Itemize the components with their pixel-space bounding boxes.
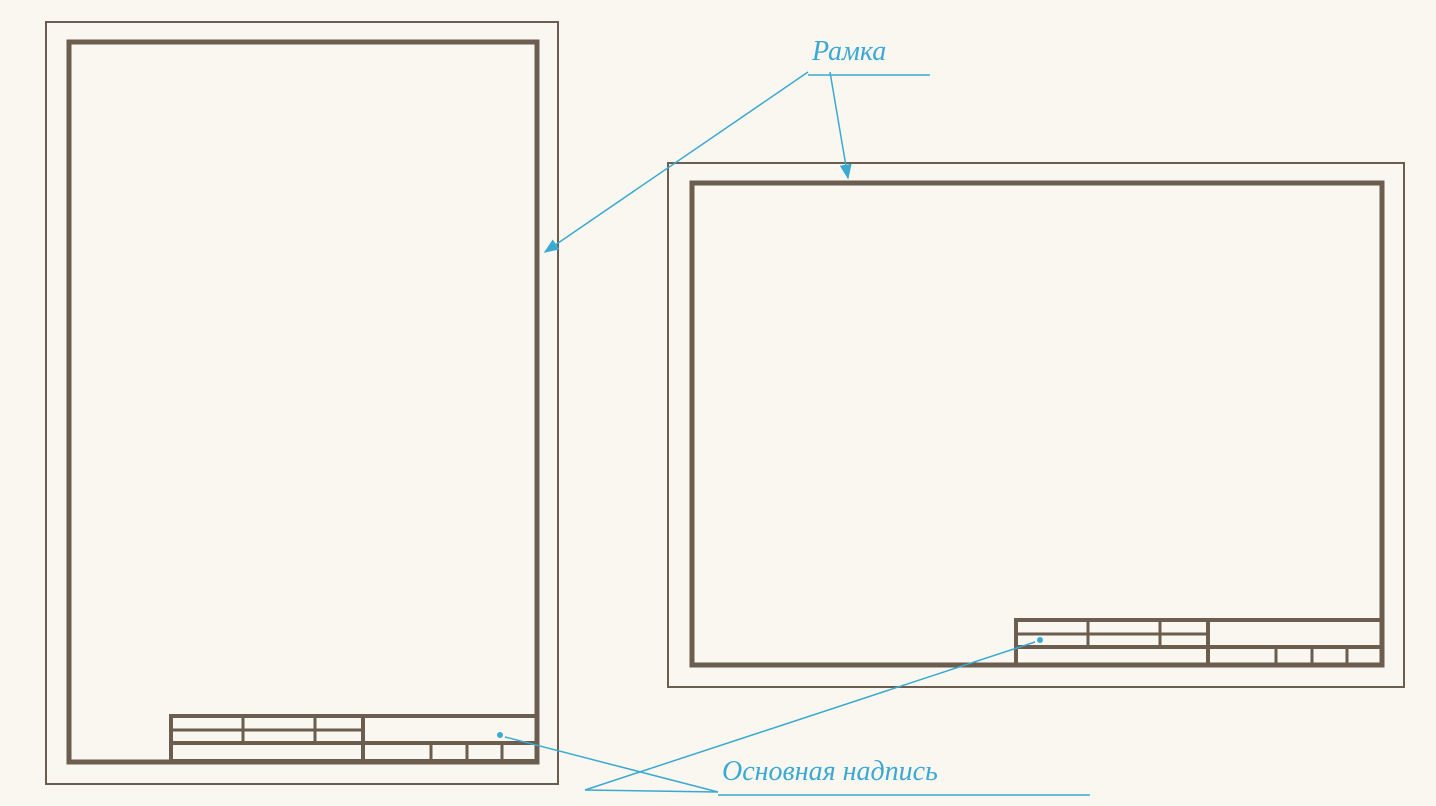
arrow-title-to-landscape (585, 790, 718, 792)
portrait-page (46, 22, 558, 784)
portrait-title-block (171, 716, 537, 761)
landscape-inner-frame (692, 183, 1382, 665)
frame-label: Рамка (811, 36, 886, 67)
portrait-outer-border (46, 22, 558, 784)
diagram-canvas: Рамка Основная надпись (0, 0, 1436, 806)
title-block-label: Основная надпись (722, 756, 938, 787)
landscape-title-block (1016, 620, 1382, 665)
portrait-inner-frame (69, 42, 537, 762)
arrow-title-dot-portrait (497, 732, 503, 738)
landscape-outer-border (668, 163, 1404, 687)
landscape-page (668, 163, 1404, 687)
arrow-title-dot-landscape (1037, 637, 1043, 643)
